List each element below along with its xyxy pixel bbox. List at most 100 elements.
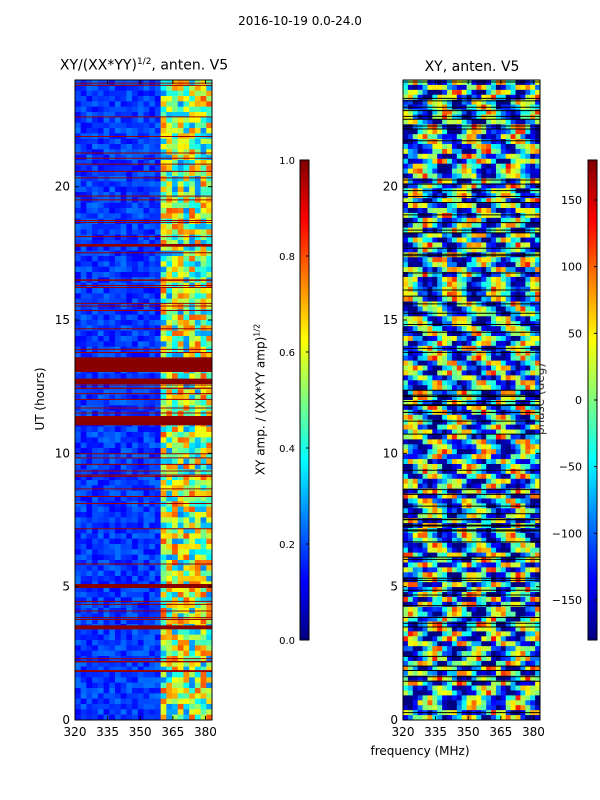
right-heatmap-cell — [486, 316, 492, 322]
left-heatmap-cell — [92, 117, 99, 124]
left-heatmap-cell — [132, 85, 139, 92]
left-heatmap-cell — [183, 165, 190, 172]
left-heatmap-cell — [149, 261, 156, 268]
right-heatmap-cell — [407, 129, 414, 135]
right-heatmap-cell — [442, 355, 448, 362]
left-heatmap-cell — [97, 309, 105, 316]
left-heatmap-cell — [177, 336, 184, 342]
left-heatmap-cell — [97, 544, 105, 550]
right-heatmap-cell — [447, 217, 453, 224]
left-heatmap-cell — [103, 565, 110, 572]
left-heatmap-cell — [206, 314, 213, 321]
left-heatmap-cell — [160, 453, 167, 460]
right-heatmap-cell — [412, 119, 419, 125]
left-heatmap-cell — [114, 485, 122, 492]
right-heatmap-cell — [427, 419, 433, 426]
left-heatmap-cell — [75, 677, 82, 684]
left-heatmap-cell — [114, 496, 122, 502]
left-heatmap-cell — [172, 320, 179, 326]
right-heatmap-cell — [437, 148, 443, 155]
left-heatmap-cell — [75, 165, 82, 172]
left-heatmap-cell — [149, 256, 156, 262]
right-heatmap-cell — [403, 316, 409, 322]
left-heatmap-cell — [194, 90, 202, 97]
left-heatmap-cell — [149, 101, 156, 108]
left-heatmap-cell — [86, 192, 93, 198]
right-heatmap-cell — [476, 311, 482, 317]
left-heatmap-cell — [97, 714, 105, 721]
left-heatmap-cell — [80, 469, 87, 476]
left-heatmap-cell — [177, 432, 184, 438]
left-heatmap-cell — [172, 458, 179, 465]
left-heatmap-cell — [103, 688, 110, 694]
right-heatmap-cell — [510, 340, 517, 347]
right-heatmap-cell — [520, 119, 526, 125]
left-heatmap-cell — [92, 96, 99, 102]
left-heatmap-cell — [172, 304, 179, 310]
right-heatmap-cell — [520, 276, 526, 283]
right-heatmap-cell — [403, 173, 409, 179]
right-heatmap-cell — [500, 144, 507, 150]
right-heatmap-cell — [505, 134, 512, 140]
right-heatmap-cell — [451, 395, 458, 401]
right-heatmap-cell — [447, 252, 453, 258]
left-heatmap-cell — [166, 320, 173, 326]
left-heatmap-cell — [177, 90, 184, 97]
right-heatmap-cell — [417, 375, 424, 381]
left-heatmap-cell — [166, 480, 173, 486]
right-heatmap-cell — [510, 311, 517, 317]
left-heatmap-cell — [120, 634, 127, 641]
right-heatmap-cell — [481, 129, 487, 135]
left-heatmap-cell — [206, 640, 213, 646]
right-heatmap-cell — [442, 395, 448, 401]
left-heatmap-cell — [149, 149, 156, 156]
left-heatmap-cell — [177, 181, 184, 188]
left-heatmap-cell — [137, 266, 144, 273]
left-heatmap-cell — [172, 234, 179, 241]
left-heatmap-cell — [177, 165, 184, 172]
left-heatmap-cell — [97, 490, 105, 497]
left-heatmap-cell — [172, 149, 179, 156]
left-heatmap-cell — [183, 229, 190, 236]
left-heatmap-cell — [92, 474, 99, 481]
left-heatmap-cell — [143, 448, 150, 454]
left-heatmap-cell — [172, 394, 179, 401]
right-heatmap-cell — [535, 267, 541, 273]
left-heatmap-cell — [126, 336, 133, 342]
right-heatmap-cell — [525, 291, 531, 298]
left-heatmap-cell — [103, 384, 110, 390]
left-heatmap-cell — [194, 240, 202, 246]
right-heatmap-cell — [442, 340, 448, 347]
right-heatmap-cell — [530, 400, 536, 406]
right-heatmap-cell — [412, 336, 419, 342]
left-heatmap-cell — [206, 202, 213, 209]
right-heatmap-cell — [437, 296, 443, 303]
right-heatmap-cell — [412, 109, 419, 115]
right-heatmap-cell — [447, 385, 453, 391]
left-heatmap-cell — [114, 634, 122, 641]
right-heatmap-cell — [515, 414, 521, 421]
left-heatmap-cell — [143, 154, 150, 161]
right-heatmap-cell — [451, 193, 458, 199]
left-heatmap-cell — [137, 480, 144, 486]
left-heatmap-cell — [154, 256, 162, 262]
right-heatmap-cell — [403, 139, 409, 145]
left-heatmap-cell — [154, 496, 162, 502]
right-heatmap-cell — [515, 198, 521, 204]
left-heatmap-cell — [132, 666, 139, 673]
left-heatmap-cell — [132, 384, 139, 390]
left-heatmap-cell — [183, 693, 190, 700]
right-heatmap-cell — [427, 144, 433, 150]
left-heatmap-cell — [143, 645, 150, 652]
right-heatmap-cell — [417, 257, 424, 263]
right-heatmap-cell — [505, 429, 512, 435]
left-heatmap-cell — [149, 240, 156, 246]
right-heatmap-cell — [535, 114, 541, 120]
left-heatmap-cell — [200, 533, 207, 540]
right-heatmap-cell — [481, 340, 487, 347]
right-heatmap-cell — [486, 139, 492, 145]
left-heatmap-cell — [80, 224, 87, 230]
left-heatmap-cell — [137, 96, 144, 102]
left-heatmap-cell — [200, 645, 207, 652]
left-heatmap-cell — [92, 442, 99, 449]
